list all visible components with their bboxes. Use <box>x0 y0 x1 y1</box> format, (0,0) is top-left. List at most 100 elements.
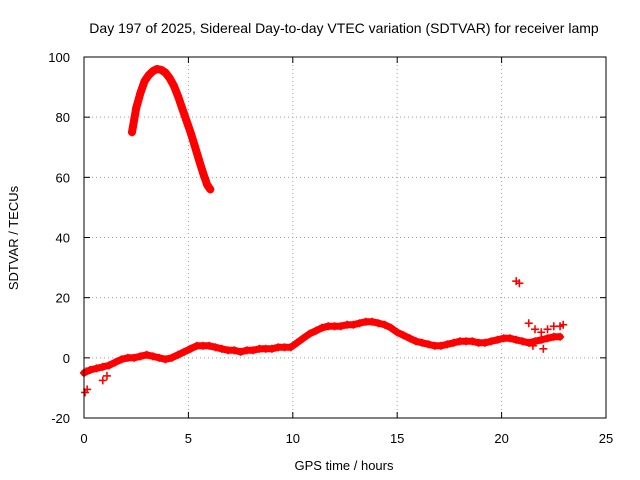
scatter-data-point <box>524 319 533 328</box>
arc-data-point <box>186 128 195 137</box>
scatter-data-point <box>539 344 548 353</box>
track-data-point <box>173 350 182 359</box>
scatter-data-point <box>98 376 107 385</box>
y-axis-label: SDTVAR / TECUs <box>6 185 21 290</box>
plot-frame <box>83 56 607 419</box>
chart-title: Day 197 of 2025, Sidereal Day-to-day VTE… <box>89 20 599 36</box>
track-data-point <box>493 335 502 344</box>
arc-data-point <box>165 74 174 83</box>
arc-data-point <box>140 77 149 86</box>
y-tick-label: -20 <box>51 411 70 426</box>
scatter-data-point <box>531 325 540 334</box>
track-data-point <box>524 338 533 347</box>
track-data-point <box>411 337 420 346</box>
track-data-point <box>480 338 489 347</box>
track-data-point <box>468 337 477 346</box>
track-data-point <box>136 352 145 361</box>
track-data-point <box>418 338 427 347</box>
arc-data-point <box>169 81 178 90</box>
track-data-point <box>311 326 320 335</box>
scatter-data-point <box>559 320 568 329</box>
track-data-point <box>236 347 245 356</box>
arc-data-point <box>144 71 153 80</box>
scatter-data-point <box>515 279 524 288</box>
x-tick-label: 20 <box>494 431 508 446</box>
track-data-point <box>92 364 101 373</box>
track-data-point <box>518 337 527 346</box>
track-data-point <box>386 323 395 332</box>
arc-data-point <box>136 89 145 98</box>
arc-data-point <box>161 68 170 77</box>
track-data-point <box>211 343 220 352</box>
track-data-point <box>374 319 383 328</box>
track-data-point <box>167 353 176 362</box>
track-data-point <box>286 343 295 352</box>
arc-series-band <box>128 65 215 194</box>
track-data-point <box>336 322 345 331</box>
arc-data-point <box>153 65 162 74</box>
y-tick-label: 0 <box>63 351 70 366</box>
x-tick-label: 0 <box>80 431 87 446</box>
track-data-point <box>393 328 402 337</box>
x-axis-label: GPS time / hours <box>295 458 394 473</box>
track-data-point <box>437 341 446 350</box>
track-data-point <box>424 340 433 349</box>
track-data-point <box>230 346 239 355</box>
data-series <box>80 65 568 397</box>
y-tick-label: 60 <box>56 170 70 185</box>
track-data-point <box>443 340 452 349</box>
track-data-point <box>249 346 258 355</box>
track-data-point <box>148 352 157 361</box>
track-data-point <box>299 334 308 343</box>
arc-data-point <box>199 168 208 177</box>
grid-lines <box>84 57 606 418</box>
scatter-data-point <box>543 325 552 334</box>
arc-data-point <box>148 67 157 76</box>
arc-data-point <box>178 104 187 113</box>
y-tick-label: 80 <box>56 110 70 125</box>
track-data-point <box>355 319 364 328</box>
track-data-point <box>267 344 276 353</box>
track-data-point <box>305 329 314 338</box>
track-data-point <box>130 353 139 362</box>
track-data-point <box>111 358 120 367</box>
track-data-point <box>98 362 107 371</box>
track-data-point <box>368 317 377 326</box>
y-tick-label: 20 <box>56 291 70 306</box>
x-tick-label: 15 <box>390 431 404 446</box>
arc-data-point <box>203 180 212 189</box>
track-data-point <box>556 332 565 341</box>
y-tick-label: 100 <box>48 50 70 65</box>
arc-data-point <box>194 155 203 164</box>
track-data-point <box>105 361 114 370</box>
track-data-point <box>399 331 408 340</box>
arc-data-point <box>182 116 191 125</box>
y-tick-labels: -20 0 20 40 60 80 100 <box>48 50 70 426</box>
track-data-point <box>543 334 552 343</box>
track-data-point <box>449 338 458 347</box>
y-tick-label: 40 <box>56 231 70 246</box>
track-data-point <box>161 355 170 364</box>
arc-data-point <box>157 65 166 74</box>
x-tick-label: 5 <box>185 431 192 446</box>
scatter-data-point <box>528 341 537 350</box>
track-data-point <box>155 353 164 362</box>
arc-data-point <box>206 185 215 194</box>
track-data-point <box>318 323 327 332</box>
scatter-data-point <box>537 328 546 337</box>
scatter-data-point <box>82 367 91 376</box>
track-data-point <box>86 365 95 374</box>
track-data-point <box>349 320 358 329</box>
arc-data-point <box>132 104 141 113</box>
track-data-point <box>537 335 546 344</box>
track-data-point <box>512 335 521 344</box>
track-data-point <box>217 344 226 353</box>
track-data-point <box>117 355 126 364</box>
track-data-point <box>142 350 151 359</box>
x-tick-labels: 0 5 10 15 20 25 <box>80 431 613 446</box>
track-data-point <box>186 344 195 353</box>
track-data-point <box>405 334 414 343</box>
track-data-point <box>531 337 540 346</box>
track-data-point <box>487 337 496 346</box>
arc-data-point <box>190 141 199 150</box>
